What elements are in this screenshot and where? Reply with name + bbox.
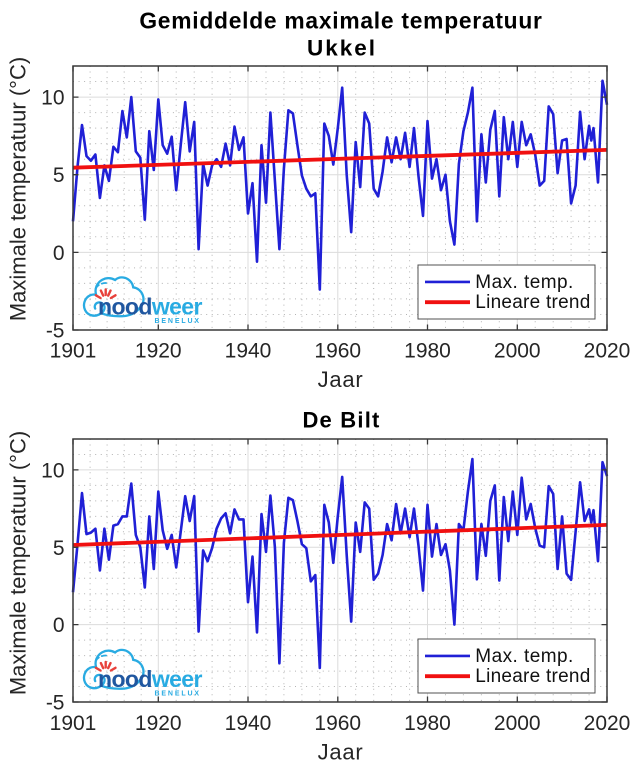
svg-text:1960: 1960	[314, 712, 361, 735]
svg-text:1980: 1980	[404, 712, 451, 735]
svg-text:0: 0	[53, 614, 65, 637]
svg-text:5: 5	[53, 164, 65, 187]
svg-text:Gemiddelde maximale temperatuu: Gemiddelde maximale temperatuur	[139, 8, 542, 34]
svg-text:2000: 2000	[494, 340, 541, 363]
svg-text:Jaar: Jaar	[318, 367, 364, 392]
svg-text:2020: 2020	[584, 340, 631, 363]
svg-text:Lineare trend: Lineare trend	[475, 666, 590, 687]
svg-text:1940: 1940	[225, 712, 272, 735]
svg-text:-5: -5	[46, 320, 65, 343]
svg-text:Max. temp.: Max. temp.	[475, 646, 573, 667]
svg-text:2000: 2000	[494, 712, 541, 735]
svg-text:De Bilt: De Bilt	[302, 408, 380, 433]
svg-text:-5: -5	[46, 692, 65, 715]
svg-text:2020: 2020	[584, 712, 631, 735]
svg-text:Maximale temperatuur (°C): Maximale temperatuur (°C)	[6, 431, 31, 695]
svg-text:1940: 1940	[225, 340, 272, 363]
svg-text:5: 5	[53, 537, 65, 560]
svg-text:Jaar: Jaar	[318, 740, 364, 765]
svg-text:1920: 1920	[135, 340, 182, 363]
svg-text:1920: 1920	[135, 712, 182, 735]
svg-text:Ukkel: Ukkel	[307, 36, 377, 61]
svg-text:Maximale temperatuur (°C): Maximale temperatuur (°C)	[6, 57, 31, 321]
svg-text:1980: 1980	[404, 340, 451, 363]
svg-text:1901: 1901	[50, 712, 97, 735]
svg-text:10: 10	[41, 459, 64, 482]
svg-text:1901: 1901	[50, 340, 97, 363]
svg-text:1960: 1960	[314, 340, 361, 363]
svg-text:Lineare trend: Lineare trend	[475, 292, 590, 313]
svg-text:10: 10	[41, 87, 64, 110]
svg-text:Max. temp.: Max. temp.	[475, 272, 573, 293]
svg-text:0: 0	[53, 242, 65, 265]
